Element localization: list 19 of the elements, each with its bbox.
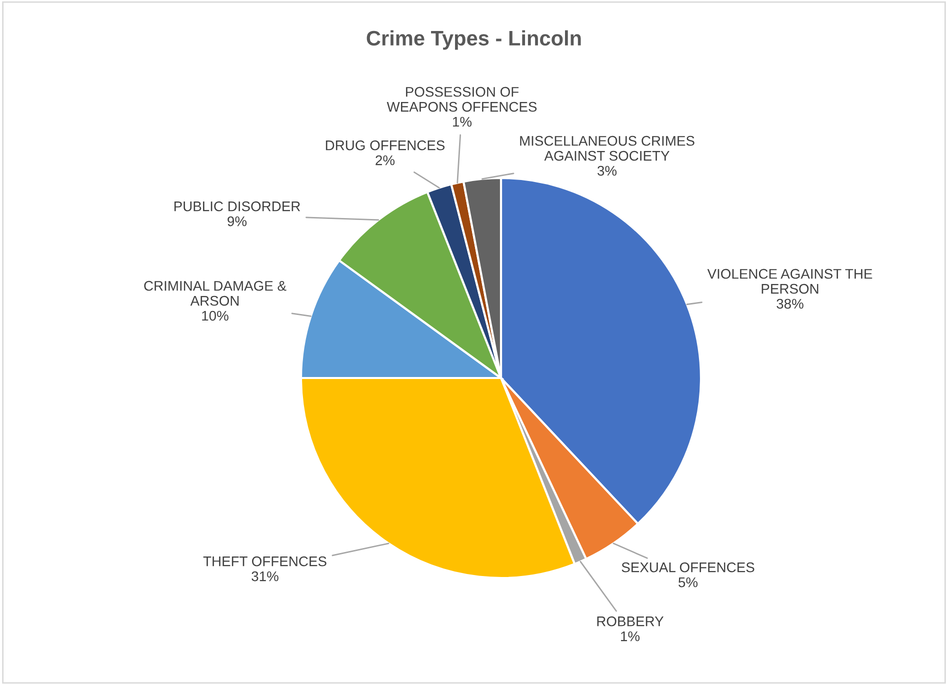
data-label: 3% [597, 166, 617, 176]
data-label: 1% [453, 116, 472, 127]
slice-label: CRIMINAL DAMAGE & ARSON [144, 280, 286, 306]
slice-label: ROBBERY [597, 616, 664, 626]
slice-label: VIOLENCE AGAINST THE PERSON [707, 268, 872, 294]
slice-label: THEFT OFFENCES [203, 556, 326, 566]
data-label: 1% [621, 631, 640, 642]
slice-label: POSSESSION OF WEAPONS OFFENCES [386, 86, 537, 112]
slice-label: MISCELLANEOUS CRIMES AGAINST SOCIETY [520, 136, 694, 161]
data-label: 38% [776, 298, 804, 309]
data-label: 2% [376, 155, 395, 166]
data-label: 9% [228, 216, 247, 226]
chart-title: Crime Types - Lincoln [366, 30, 581, 50]
data-label: 5% [678, 577, 698, 588]
data-label: 31% [252, 571, 278, 582]
slice-label: DRUG OFFENCES [326, 140, 445, 150]
data-label: 10% [202, 310, 228, 321]
slice-label: PUBLIC DISORDER [174, 201, 300, 212]
slice-label: SEXUAL OFFENCES [622, 562, 754, 572]
